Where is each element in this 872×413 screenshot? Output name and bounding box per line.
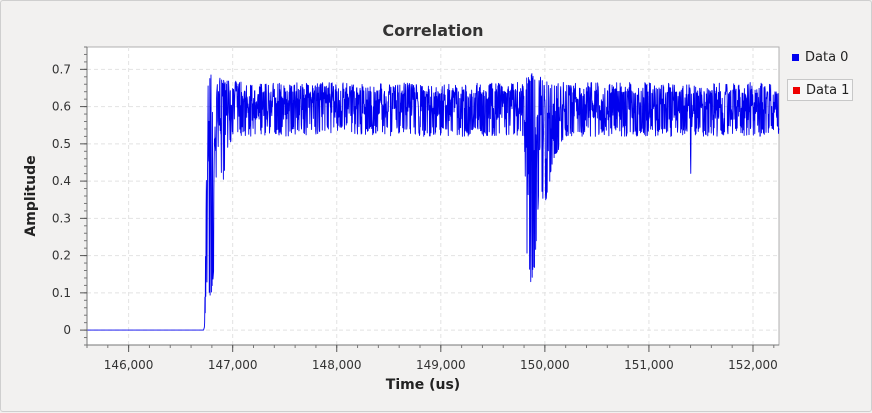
grid-layer [87,47,779,345]
series-layer [86,73,780,331]
chart-title: Correlation [382,21,483,40]
x-tick-label: 152,000 [728,358,778,372]
axes-layer: 146,000 147,000 148,000 149,000 150,000 151,0… [52,46,779,372]
y-axis-label: Amplitude [23,155,39,236]
y-tick-label: 0.5 [52,137,71,151]
legend-item-data-1[interactable]: Data 1 [787,79,853,101]
y-tick-label: 0.4 [52,174,71,188]
x-tick-label: 147,000 [208,358,258,372]
legend-swatch-data-0 [792,54,799,61]
x-tick-label: 146,000 [104,358,154,372]
y-tick-label: 0.6 [52,100,71,114]
legend-item-data-0[interactable]: Data 0 [787,47,853,69]
y-tick-label: 0.3 [52,211,71,225]
x-axis-label: Time (us) [386,377,460,393]
legend-swatch-data-1 [793,87,800,94]
x-tick-label: 149,000 [416,358,466,372]
legend-label-data-1: Data 1 [806,83,850,98]
y-tick-label: 0.1 [52,286,71,300]
x-tick-label: 148,000 [312,358,362,372]
series-line-data-0 [86,73,780,331]
x-tick-label: 150,000 [520,358,570,372]
y-tick-label: 0.2 [52,249,71,263]
x-tick-label: 151,000 [624,358,674,372]
y-tick-label: 0 [63,323,71,337]
legend-label-data-0: Data 0 [805,50,849,65]
y-tick-label: 0.7 [52,62,71,76]
